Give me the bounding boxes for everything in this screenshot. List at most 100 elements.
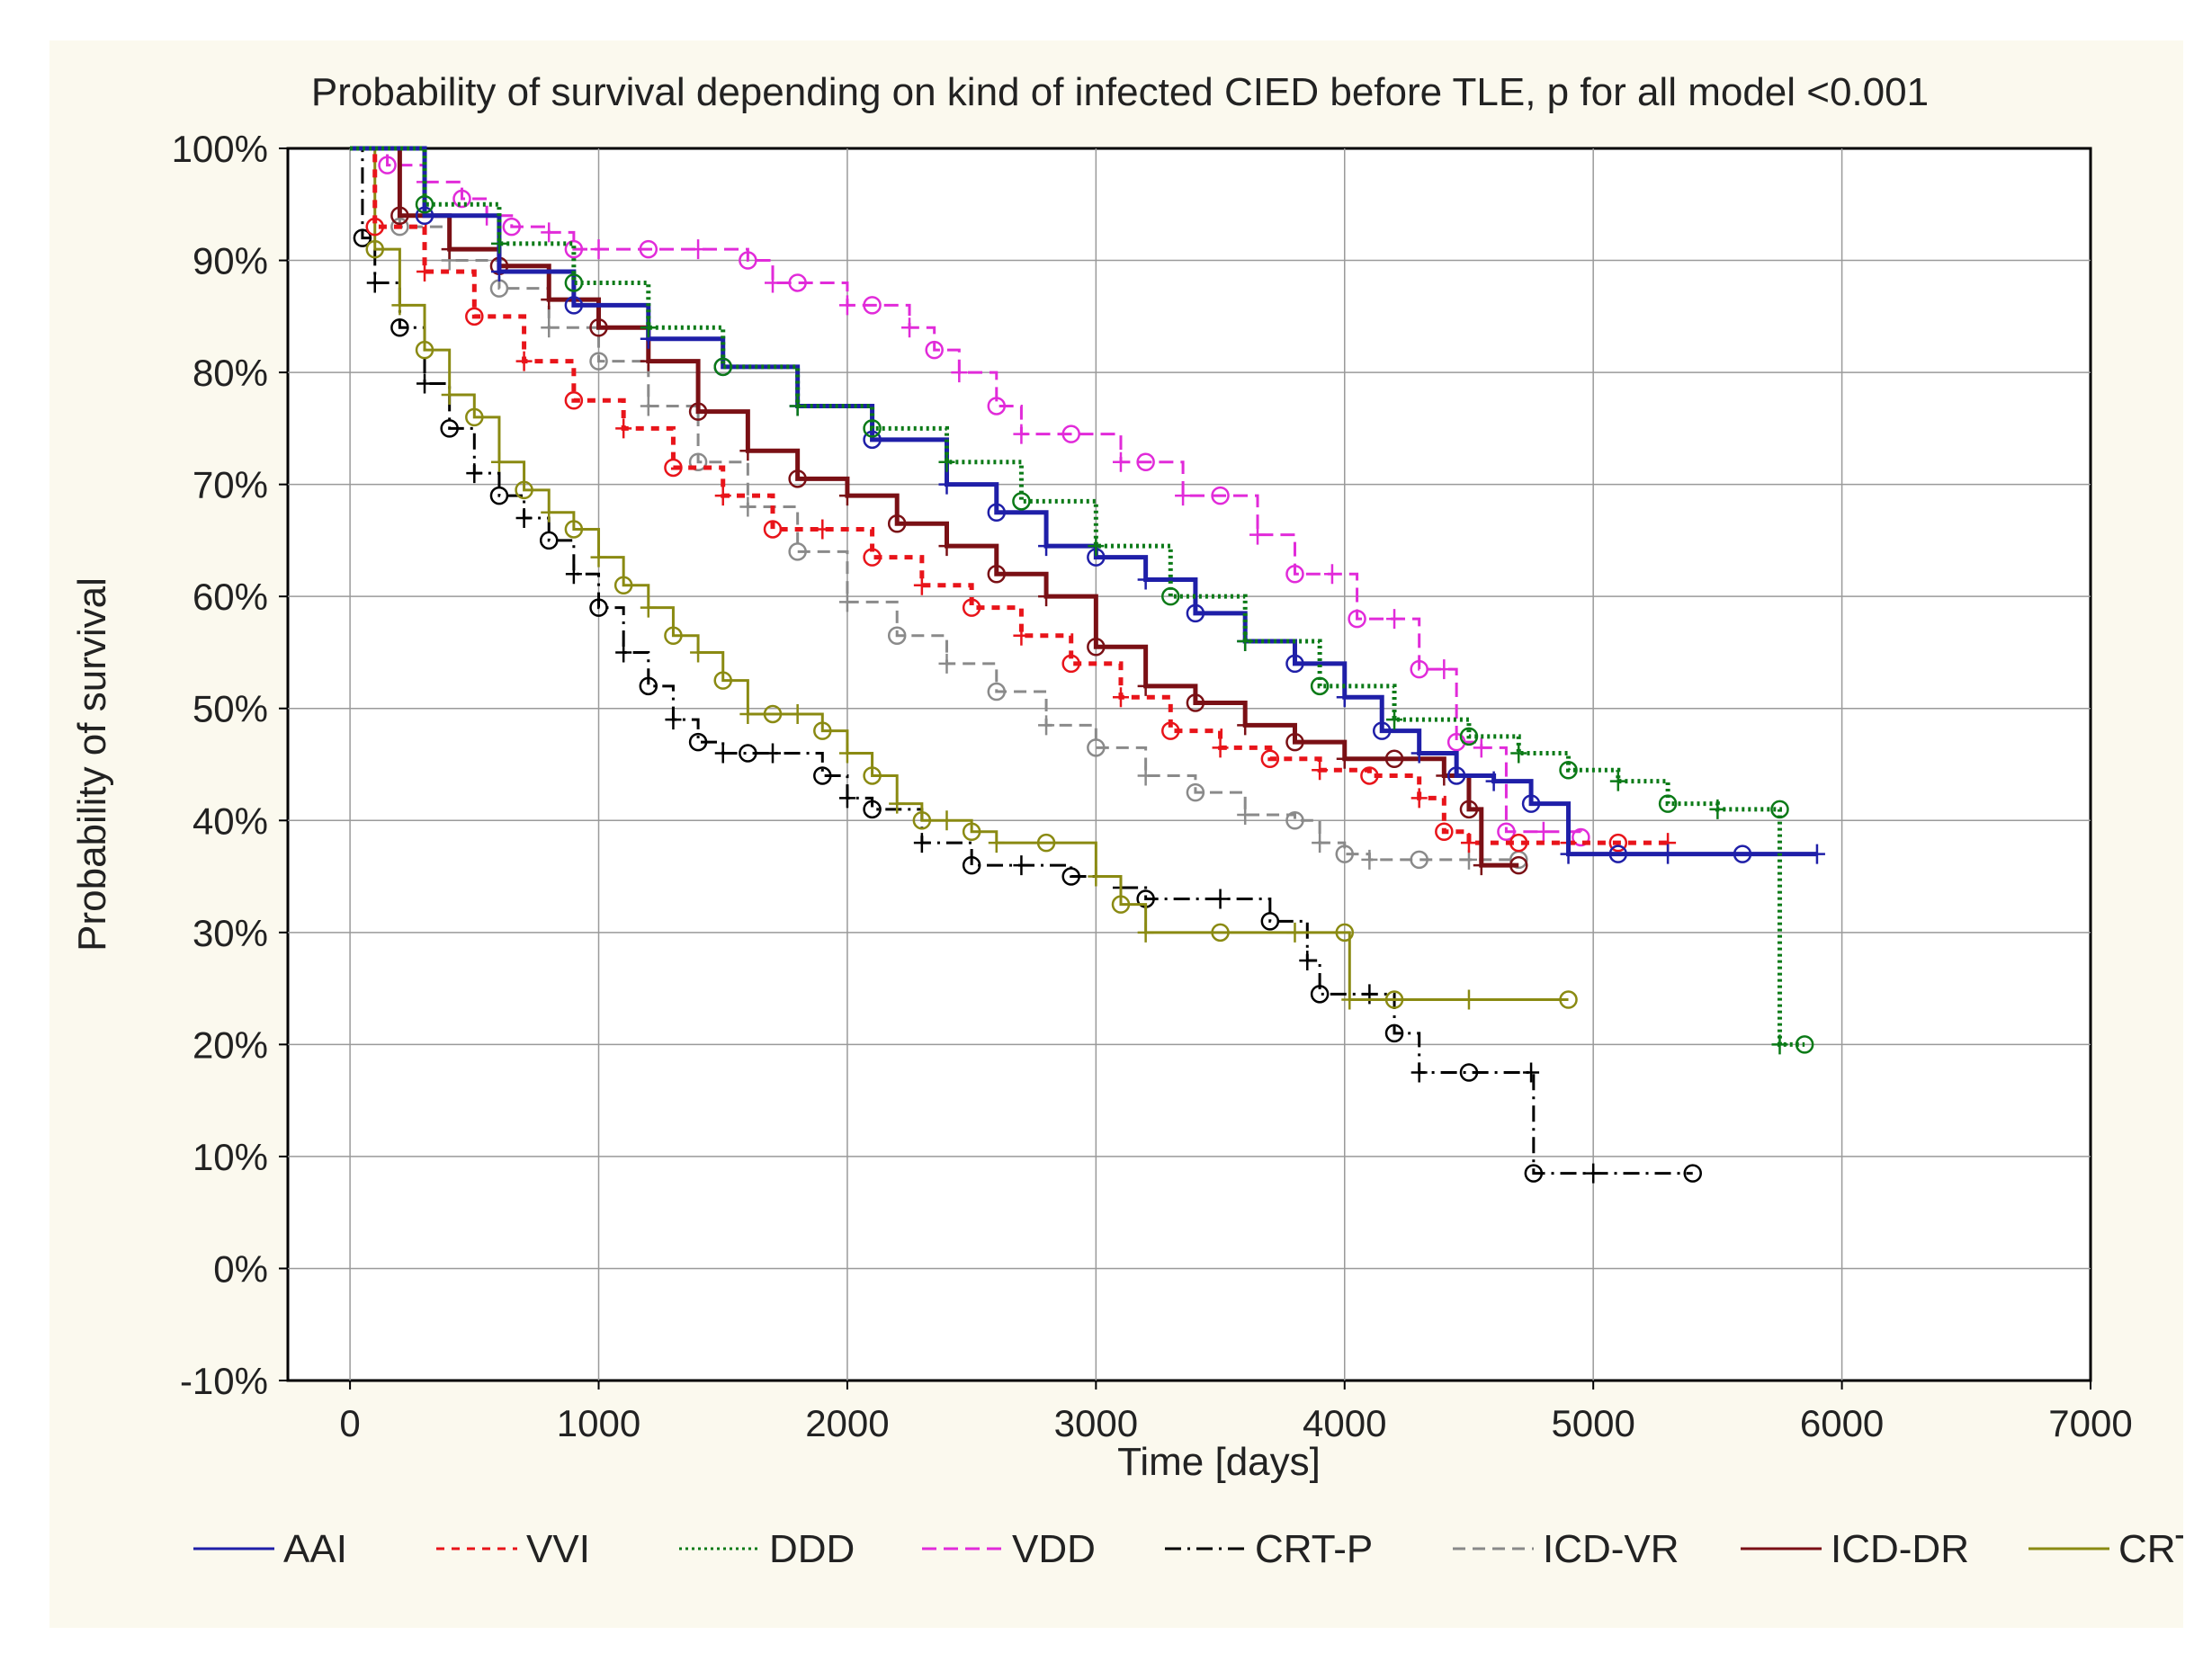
censor-mark-ddd xyxy=(640,317,657,338)
event-point-crtd xyxy=(613,576,633,594)
censor-mark-icd-dr xyxy=(1237,715,1254,736)
censor-mark-icd-vr xyxy=(1460,849,1477,870)
y-tick-label: 80% xyxy=(193,352,268,394)
event-point-crtd xyxy=(1036,833,1056,853)
event-point-crtd xyxy=(1559,990,1578,1009)
censor-mark-crtd xyxy=(441,385,458,405)
chart-title: Probability of survival depending on kin… xyxy=(311,70,1929,114)
event-point-vdd xyxy=(1061,424,1080,443)
event-point-crt-p xyxy=(639,676,658,696)
censor-mark-crtd xyxy=(690,642,707,663)
censor-mark-icd-dr xyxy=(1336,748,1353,769)
event-point-aai xyxy=(1608,844,1628,863)
censor-mark-vdd xyxy=(838,295,855,316)
event-point-vdd xyxy=(1572,827,1590,847)
censor-mark-ddd xyxy=(1609,771,1626,791)
censor-mark-aai xyxy=(1660,844,1677,864)
censor-mark-vvi xyxy=(1013,625,1030,646)
legend-item-crtd: CRTD xyxy=(2028,1527,2183,1571)
event-point-ddd xyxy=(1161,586,1180,606)
event-point-aai xyxy=(1521,794,1541,813)
event-point-vvi xyxy=(1161,721,1180,740)
event-point-crtd xyxy=(813,721,832,740)
event-point-crt-p xyxy=(688,732,708,752)
event-point-crt-p xyxy=(863,800,882,819)
censor-mark-ddd xyxy=(1088,536,1105,557)
censor-mark-crt-p xyxy=(615,642,632,663)
event-point-aai xyxy=(415,206,434,225)
legend-item-icd-dr: ICD-DR xyxy=(1741,1527,1969,1571)
event-point-ddd xyxy=(1459,727,1479,746)
event-point-vvi xyxy=(962,598,981,617)
event-point-icd-vr xyxy=(1087,738,1106,757)
event-point-vdd xyxy=(1497,822,1516,841)
censor-mark-vvi xyxy=(714,486,731,506)
event-point-aai xyxy=(1446,766,1466,785)
event-point-ddd xyxy=(415,195,434,214)
censor-mark-crt-p xyxy=(1212,889,1229,909)
censor-mark-crt-p xyxy=(1585,1163,1602,1184)
event-point-crt-p xyxy=(962,855,981,875)
censor-mark-crt-p xyxy=(913,833,930,853)
event-point-icd-vr xyxy=(788,542,807,561)
legend-label: DDD xyxy=(769,1527,855,1571)
censor-mark-vvi xyxy=(1410,788,1428,809)
event-point-vdd xyxy=(788,273,807,292)
event-point-vvi xyxy=(863,548,882,567)
censor-mark-aai xyxy=(1560,844,1577,864)
event-point-vdd xyxy=(863,296,882,315)
censor-mark-crtd xyxy=(541,502,558,523)
event-point-ddd xyxy=(564,273,584,292)
censor-mark-crtd xyxy=(1460,989,1477,1010)
censor-mark-vdd xyxy=(1323,564,1340,585)
event-point-icd-dr xyxy=(688,402,708,421)
legend-label: ICD-VR xyxy=(1543,1527,1679,1571)
event-point-aai xyxy=(1186,603,1205,623)
censor-mark-ddd xyxy=(1709,799,1726,819)
event-point-vdd xyxy=(639,239,658,259)
legend-item-crt-p: CRT-P xyxy=(1165,1527,1373,1571)
x-tick-label: 1000 xyxy=(557,1402,640,1444)
event-point-icd-vr xyxy=(390,217,409,237)
event-point-crtd xyxy=(564,520,584,539)
x-tick-label: 5000 xyxy=(1551,1402,1634,1444)
event-point-aai xyxy=(564,296,584,315)
series-ddd xyxy=(350,146,1814,1055)
event-point-icd-vr xyxy=(1335,844,1355,863)
censor-mark-vdd xyxy=(951,362,968,383)
censor-mark-icd-vr xyxy=(938,653,955,674)
censor-mark-icd-dr xyxy=(441,239,458,260)
event-point-vdd xyxy=(502,217,522,237)
censor-mark-crtd xyxy=(1286,922,1303,943)
censor-mark-ddd xyxy=(490,233,507,254)
event-point-vvi xyxy=(1509,833,1528,853)
censor-mark-icd-dr xyxy=(640,351,657,371)
x-axis-ticks: 0 1000 2000 3000 4000 5000 6000 7000 xyxy=(339,1381,2133,1444)
censor-mark-aai xyxy=(1038,536,1055,557)
censor-mark-vdd xyxy=(765,273,782,293)
legend-label: AAI xyxy=(283,1527,347,1571)
event-point-icd-vr xyxy=(887,626,907,646)
censor-mark-ddd xyxy=(789,396,806,416)
event-point-crtd xyxy=(1384,990,1404,1009)
chart-card: 0 1000 2000 3000 4000 5000 6000 7000 -10% 0% 10% 2… xyxy=(49,40,2183,1628)
event-point-icd-dr xyxy=(589,318,608,337)
event-point-crt-p xyxy=(440,419,459,438)
censor-mark-crtd xyxy=(889,793,906,814)
event-point-crt-p xyxy=(813,766,832,785)
censor-mark-icd-vr xyxy=(1038,715,1055,736)
censor-mark-aai xyxy=(1336,687,1353,708)
event-point-icd-dr xyxy=(987,565,1007,584)
event-point-vvi xyxy=(1435,822,1454,841)
censor-mark-crtd xyxy=(938,810,955,831)
censor-mark-aai xyxy=(1137,569,1154,590)
event-point-icd-dr xyxy=(1087,637,1106,657)
censor-mark-aai xyxy=(1808,844,1825,864)
event-point-crt-p xyxy=(1683,1164,1702,1183)
x-axis-label: Time [days] xyxy=(1117,1440,1321,1484)
x-tick-label: 2000 xyxy=(805,1402,889,1444)
event-point-aai xyxy=(1285,654,1304,674)
censor-mark-crt-p xyxy=(1299,950,1316,970)
event-point-vdd xyxy=(1410,659,1428,679)
censor-mark-vvi xyxy=(1312,760,1329,781)
